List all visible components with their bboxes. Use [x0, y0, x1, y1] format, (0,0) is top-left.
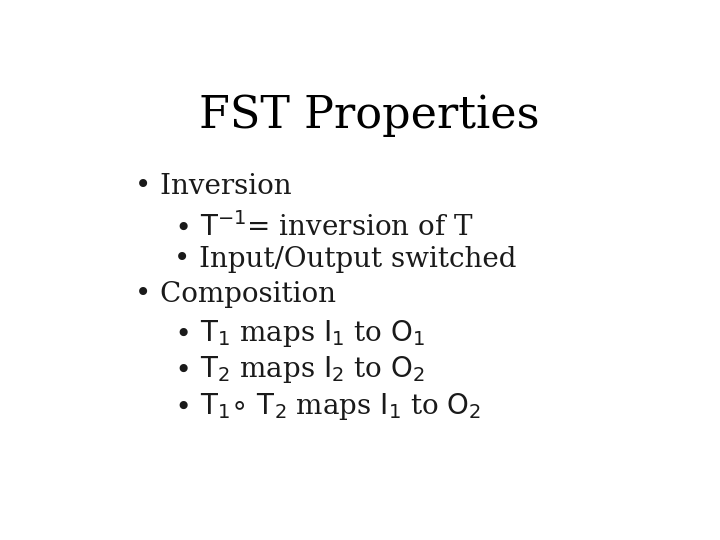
Text: FST Properties: FST Properties	[199, 94, 539, 137]
Text: • Inversion: • Inversion	[135, 173, 292, 200]
Text: $\bullet$ $\mathrm{T_1}$$\circ$ $\mathrm{T_2}$ maps $\mathrm{I_1}$ to $\mathrm{O: $\bullet$ $\mathrm{T_1}$$\circ$ $\mathrm…	[174, 391, 481, 422]
Text: • Input/Output switched: • Input/Output switched	[174, 246, 516, 273]
Text: $\bullet$ $\mathrm{T^{-1}}$= inversion of T: $\bullet$ $\mathrm{T^{-1}}$= inversion o…	[174, 212, 473, 242]
Text: $\bullet$ $\mathrm{T_2}$ maps $\mathrm{I_2}$ to $\mathrm{O_2}$: $\bullet$ $\mathrm{T_2}$ maps $\mathrm{I…	[174, 354, 424, 385]
Text: • Composition: • Composition	[135, 281, 336, 308]
Text: $\bullet$ $\mathrm{T_1}$ maps $\mathrm{I_1}$ to $\mathrm{O_1}$: $\bullet$ $\mathrm{T_1}$ maps $\mathrm{I…	[174, 319, 425, 349]
